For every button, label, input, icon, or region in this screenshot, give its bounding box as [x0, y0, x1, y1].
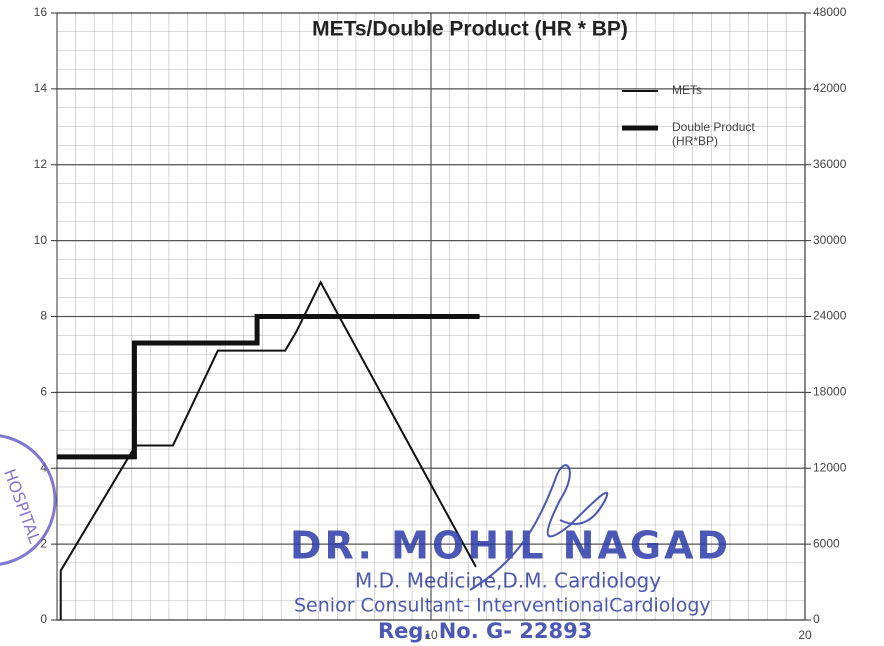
y2-tick-label: 6000	[813, 536, 840, 550]
y2-tick-label: 36000	[813, 157, 847, 171]
y-tick-label: 14	[34, 81, 48, 95]
stamp-position: Senior Consultant- InterventionalCardiol…	[294, 595, 711, 617]
stamp-degree: M.D. Medicine,D.M. Cardiology	[355, 569, 661, 593]
y2-tick-label: 0	[813, 612, 820, 626]
legend-label: METs	[672, 83, 702, 97]
y-tick-label: 8	[40, 309, 47, 323]
y-tick-label: 16	[34, 5, 48, 19]
stamp-reg: Reg. No. G- 22893	[378, 619, 592, 643]
hospital-seal	[0, 434, 57, 566]
y-tick-label: 4	[40, 460, 47, 474]
y-tick-label: 2	[40, 536, 47, 550]
x-tick-label: 10	[424, 628, 438, 642]
legend-item: Double Product (HR*BP)	[672, 120, 755, 148]
legend-item: METs	[672, 83, 702, 97]
stamp-name: DR. MOHIL NAGAD	[290, 524, 731, 568]
y-tick-label: 6	[40, 385, 47, 399]
seal-text: HOSPITAL	[0, 466, 44, 545]
y2-tick-label: 30000	[813, 233, 847, 247]
y2-tick-label: 18000	[813, 385, 847, 399]
y2-tick-label: 12000	[813, 460, 847, 474]
y2-tick-label: 24000	[813, 309, 847, 323]
plot-frame	[56, 12, 806, 621]
series-line	[57, 314, 480, 460]
y-tick-label: 10	[34, 233, 48, 247]
x-tick-label: 20	[798, 628, 812, 642]
y-tick-label: 12	[34, 157, 48, 171]
signature	[469, 464, 609, 591]
chart-title: METs/Double Product (HR * BP)	[312, 18, 628, 41]
y2-tick-label: 48000	[813, 5, 847, 19]
series-line	[59, 280, 477, 620]
legend-label: Double Product (HR*BP)	[672, 120, 755, 148]
y2-tick-label: 42000	[813, 81, 847, 95]
y-tick-label: 0	[40, 612, 47, 626]
